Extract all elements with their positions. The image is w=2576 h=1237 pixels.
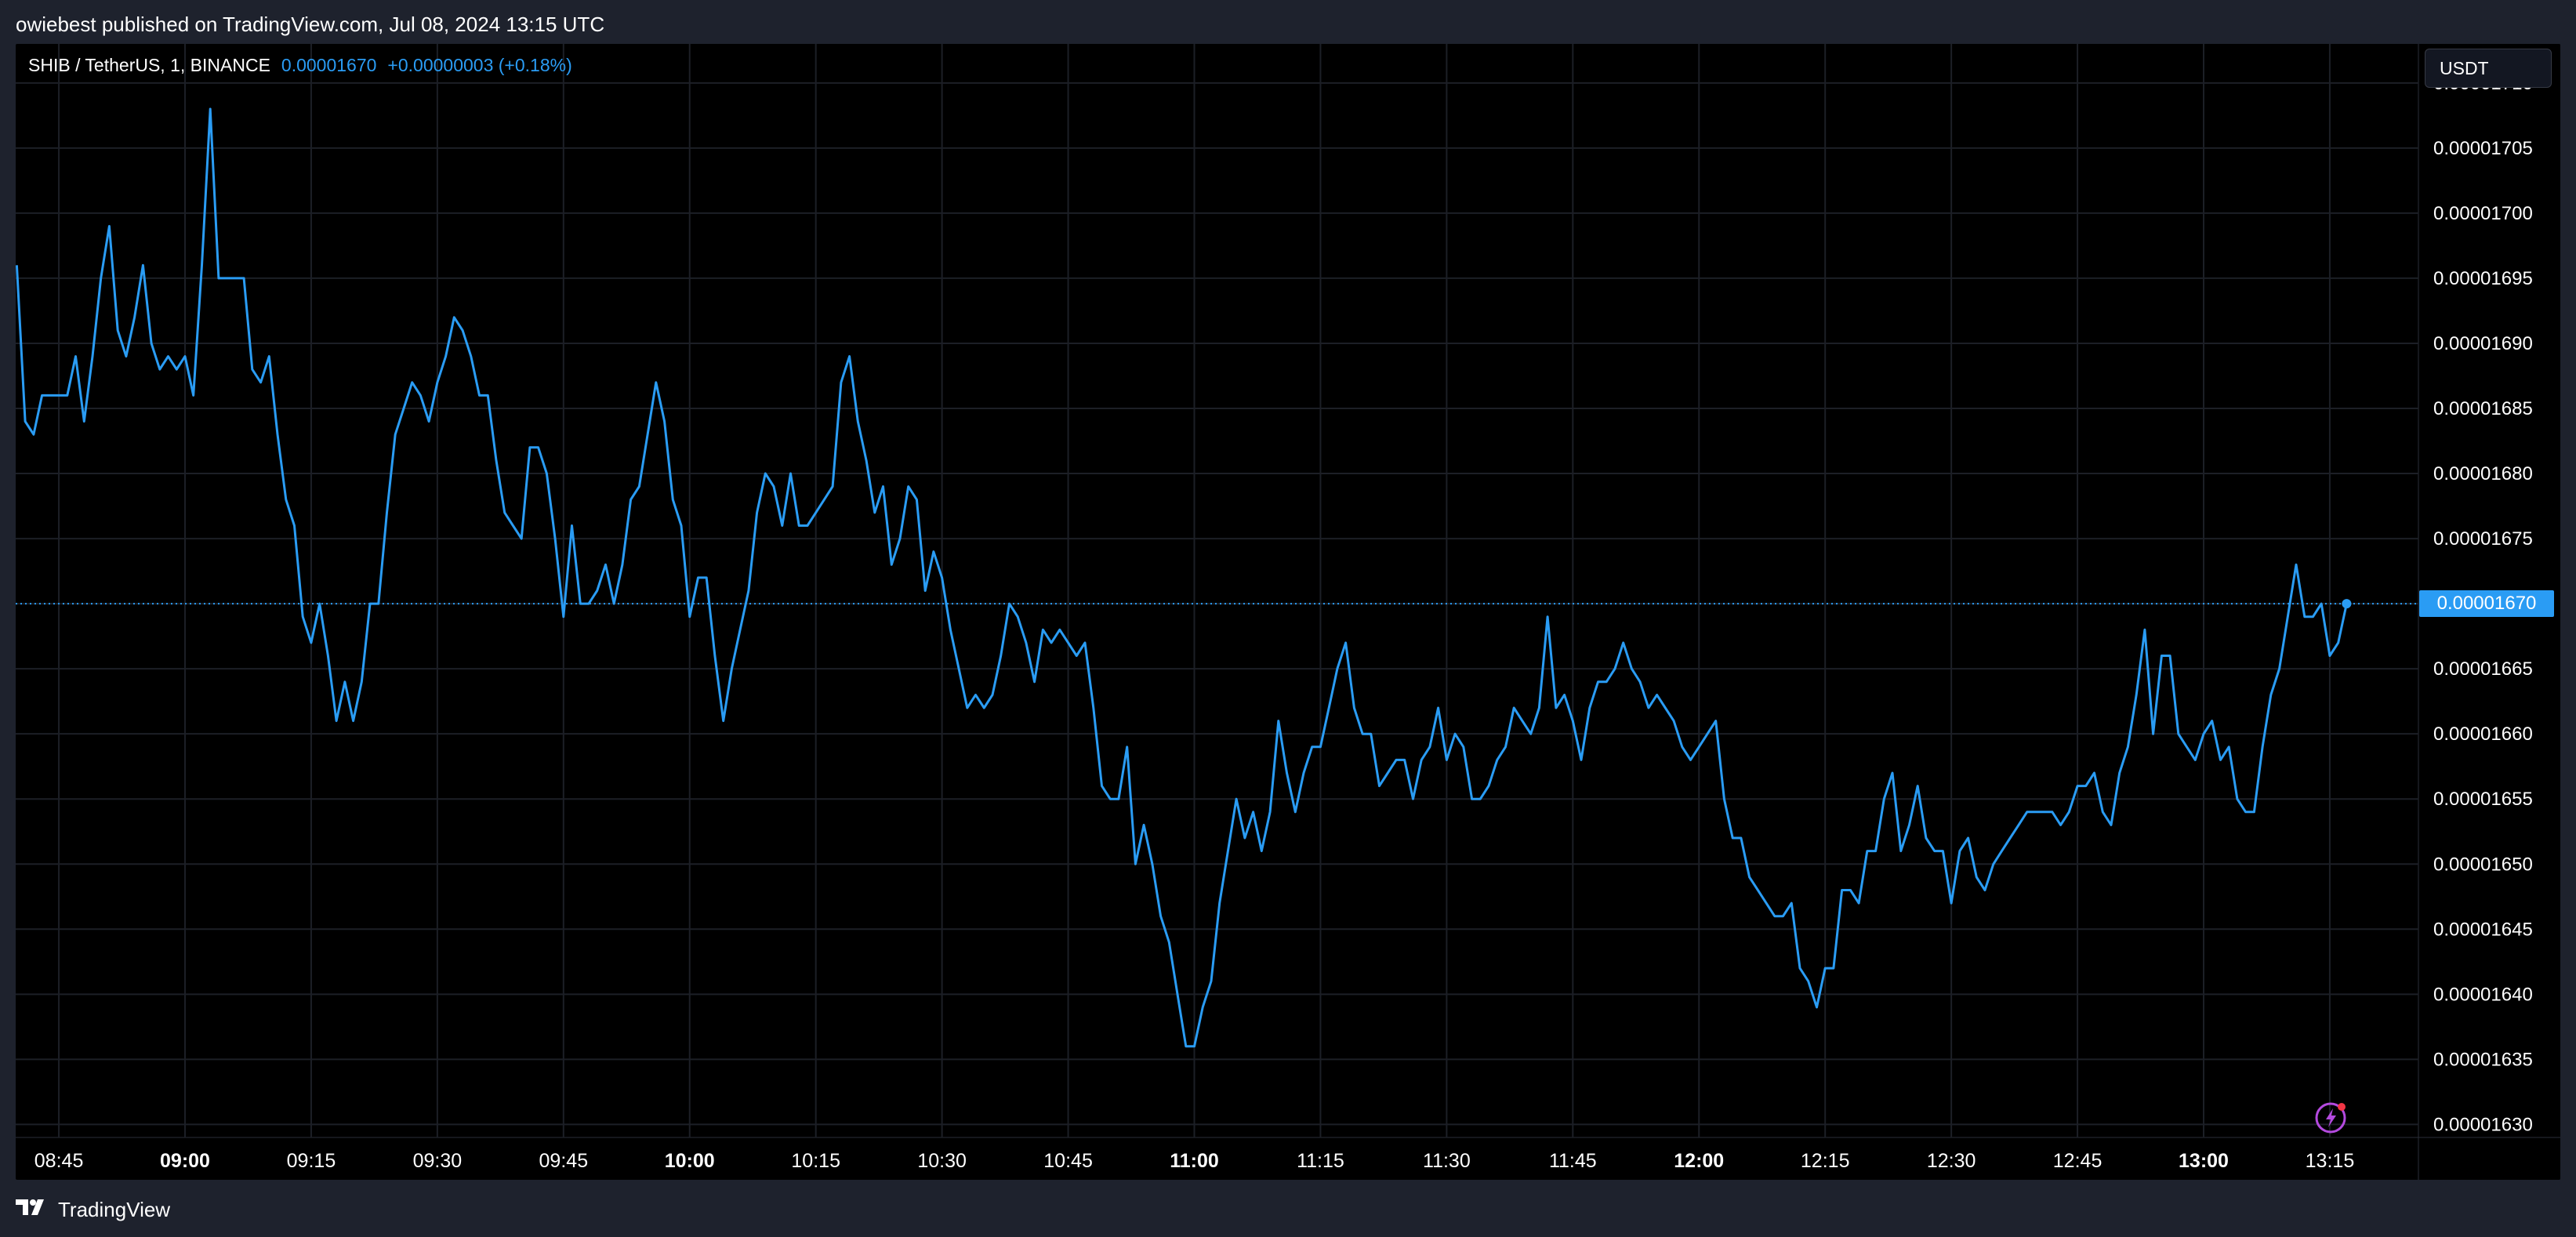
xtick-label: 09:45: [539, 1150, 589, 1172]
ytick-label: 0.00001630: [2433, 1114, 2533, 1135]
legend-last-price: 0.00001670: [281, 55, 377, 75]
xtick-label: 10:00: [665, 1150, 715, 1172]
xtick-label: 12:00: [1674, 1150, 1724, 1172]
grid: [16, 44, 2560, 1180]
symbol-name[interactable]: SHIB / TetherUS, 1, BINANCE: [28, 55, 270, 75]
ytick-label: 0.00001695: [2433, 268, 2533, 289]
xtick-label: 08:45: [34, 1150, 84, 1172]
xtick-label: 09:30: [413, 1150, 463, 1172]
xtick-label: 10:15: [791, 1150, 840, 1172]
ytick-label: 0.00001665: [2433, 658, 2533, 680]
ytick-label: 0.00001700: [2433, 203, 2533, 224]
ytick-label: 0.00001690: [2433, 333, 2533, 354]
ytick-label: 0.00001660: [2433, 724, 2533, 745]
price-axis[interactable]: 0.00001630 0.00001635 0.00001640 0.00001645…: [2433, 73, 2533, 1136]
ytick-label: 0.00001705: [2433, 138, 2533, 159]
xtick-label: 11:45: [1549, 1150, 1597, 1172]
last-price-label: 0.00001670: [2419, 590, 2554, 618]
lightning-bolt-icon[interactable]: [2313, 1099, 2349, 1135]
ytick-label: 0.00001640: [2433, 984, 2533, 1005]
tradingview-logo-icon[interactable]: [16, 1198, 50, 1222]
xtick-label: 10:45: [1043, 1150, 1093, 1172]
ytick-label: 0.00001650: [2433, 854, 2533, 875]
xtick-label: 10:30: [917, 1150, 967, 1172]
xtick-label: 13:00: [2179, 1150, 2229, 1172]
xtick-label: 12:15: [1801, 1150, 1850, 1172]
publish-info: owiebest published on TradingView.com, J…: [16, 13, 605, 36]
chart-area[interactable]: 0.00001630 0.00001635 0.00001640 0.00001645…: [16, 44, 2560, 1180]
xtick-label: 09:15: [287, 1150, 336, 1172]
ytick-label: 0.00001675: [2433, 528, 2533, 550]
price-line: [16, 107, 2348, 1048]
ytick-label: 0.00001645: [2433, 919, 2533, 940]
ytick-label: 0.00001680: [2433, 463, 2533, 484]
xtick-label: 12:45: [2053, 1150, 2103, 1172]
xtick-label: 11:00: [1170, 1150, 1219, 1172]
time-axis[interactable]: 08:45 09:00 09:15 09:30 09:45 10:00 10:15 10:30…: [34, 1150, 2354, 1172]
ytick-label: 0.00001685: [2433, 398, 2533, 419]
xtick-label: 13:15: [2306, 1150, 2355, 1172]
xtick-label: 11:30: [1423, 1150, 1471, 1172]
last-price-dot: [2342, 599, 2352, 609]
symbol-legend: SHIB / TetherUS, 1, BINANCE 0.00001670 +…: [28, 55, 572, 76]
xtick-label: 09:00: [160, 1150, 210, 1172]
footer-brand[interactable]: TradingView: [58, 1197, 171, 1221]
legend-change: +0.00000003 (+0.18%): [387, 55, 572, 75]
footer: TradingView: [16, 1192, 170, 1228]
ytick-label: 0.00001655: [2433, 789, 2533, 810]
price-chart[interactable]: 0.00001630 0.00001635 0.00001640 0.00001645…: [16, 44, 2560, 1180]
ytick-label: 0.00001635: [2433, 1049, 2533, 1070]
xtick-label: 11:15: [1297, 1150, 1344, 1172]
currency-button[interactable]: USDT: [2425, 49, 2552, 88]
xtick-label: 12:30: [1927, 1150, 1976, 1172]
